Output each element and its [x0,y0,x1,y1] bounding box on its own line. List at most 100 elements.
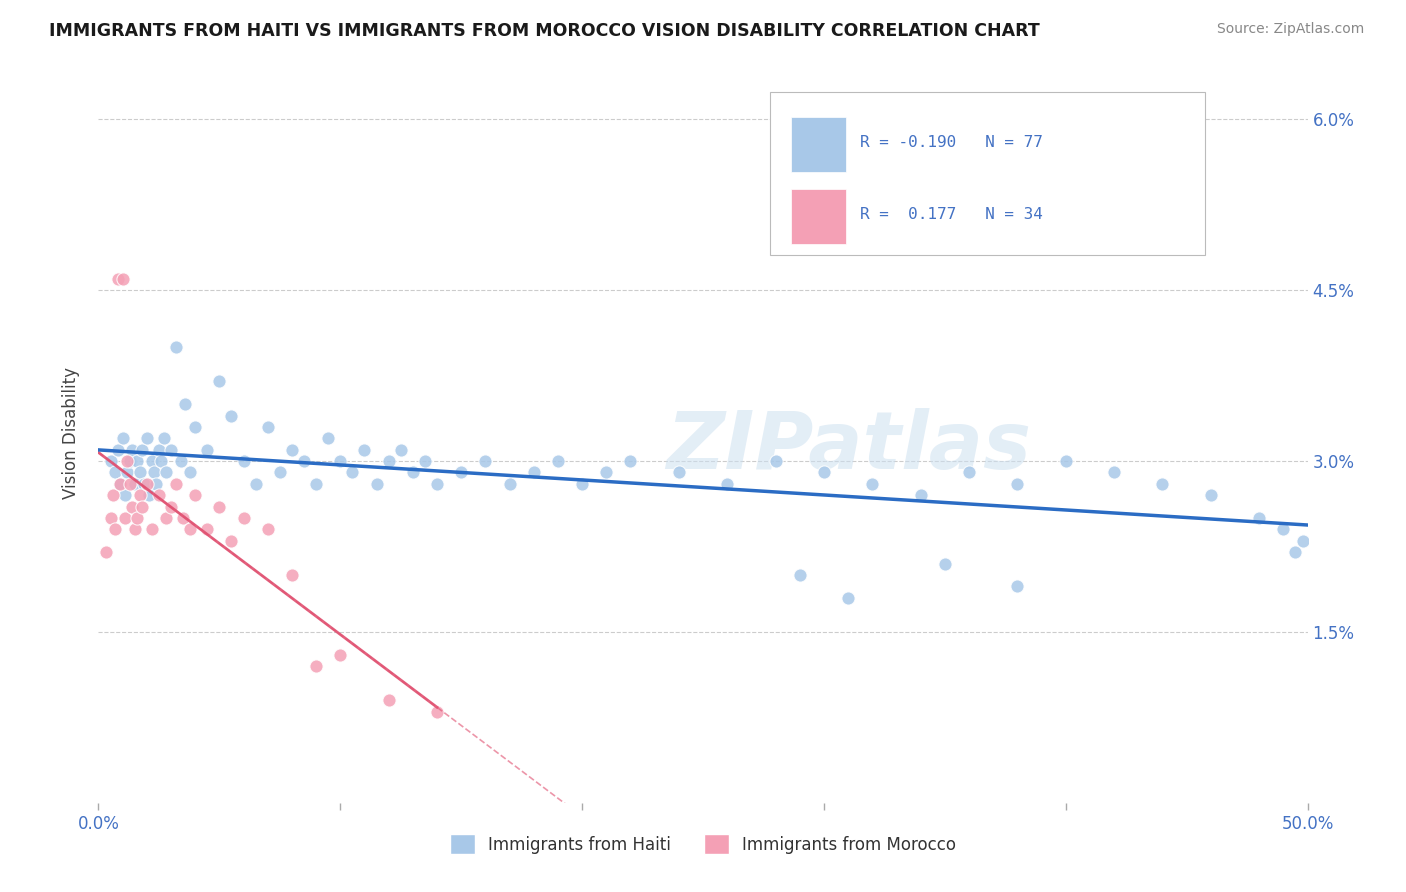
Point [1007,476,1029,491]
Point [172,511,194,525]
Point [160,442,183,457]
Point [619,454,641,468]
Point [281,568,304,582]
Point [141,523,163,537]
Point [329,454,352,468]
FancyBboxPatch shape [769,92,1205,255]
Point [232,511,254,525]
Point [118,454,141,468]
Point [571,476,593,491]
Point [1284,545,1306,559]
Point [450,466,472,480]
Point [152,431,174,445]
Point [426,476,449,491]
Point [165,476,187,491]
Point [104,466,127,480]
Point [160,500,183,514]
Point [1102,466,1125,480]
Text: ZIPatlas: ZIPatlas [665,409,1031,486]
Point [389,442,412,457]
Point [716,476,738,491]
Point [150,454,173,468]
Point [221,533,243,548]
Point [1054,454,1077,468]
Point [474,454,496,468]
Point [108,476,131,491]
Point [910,488,932,502]
Bar [792,117,845,172]
Point [145,476,167,491]
Point [155,466,177,480]
Text: IMMIGRANTS FROM HAITI VS IMMIGRANTS FROM MOROCCO VISION DISABILITY CORRELATION C: IMMIGRANTS FROM HAITI VS IMMIGRANTS FROM… [49,22,1040,40]
Point [118,476,141,491]
Point [413,454,436,468]
Point [860,476,883,491]
Point [269,466,291,480]
Point [305,476,328,491]
Point [148,488,170,502]
Point [124,523,146,537]
Point [127,511,149,525]
Point [221,409,243,423]
Point [107,442,129,457]
Point [256,523,278,537]
Point [765,454,787,468]
Point [94,545,117,559]
Point [668,466,690,480]
Point [104,523,127,537]
Point [121,500,143,514]
Point [135,476,157,491]
Point [789,568,811,582]
Point [108,476,131,491]
Point [117,454,139,468]
Point [100,454,122,468]
Point [174,397,197,411]
Point [143,466,166,480]
Point [377,454,399,468]
Point [957,466,980,480]
Text: Source: ZipAtlas.com: Source: ZipAtlas.com [1216,22,1364,37]
Point [208,500,231,514]
Point [1292,533,1315,548]
Point [426,705,449,719]
Point [165,340,187,354]
Y-axis label: Vision Disability: Vision Disability [62,367,80,499]
Point [1007,579,1029,593]
Point [329,648,352,662]
Text: R = -0.190   N = 77: R = -0.190 N = 77 [860,136,1043,151]
Point [121,442,143,457]
Point [1249,511,1271,525]
Point [131,500,153,514]
Bar [792,188,845,244]
Point [547,454,569,468]
Point [179,523,201,537]
Point [107,272,129,286]
Point [366,476,388,491]
Point [305,659,328,673]
Point [101,488,124,502]
Point [1152,476,1174,491]
Point [292,454,315,468]
Point [813,466,835,480]
Point [134,476,156,491]
Point [128,488,150,502]
Point [124,476,146,491]
Point [342,466,364,480]
Point [353,442,375,457]
Point [232,454,254,468]
Point [195,523,218,537]
Point [135,431,157,445]
Point [138,488,160,502]
Point [245,476,267,491]
Legend: Immigrants from Haiti, Immigrants from Morocco: Immigrants from Haiti, Immigrants from M… [443,828,963,861]
Text: R =  0.177   N = 34: R = 0.177 N = 34 [860,207,1043,222]
Point [934,557,956,571]
Point [169,454,191,468]
Point [114,488,136,502]
Point [195,442,218,457]
Point [117,466,139,480]
Point [377,693,399,707]
Point [184,488,207,502]
Point [1199,488,1222,502]
Point [837,591,859,605]
